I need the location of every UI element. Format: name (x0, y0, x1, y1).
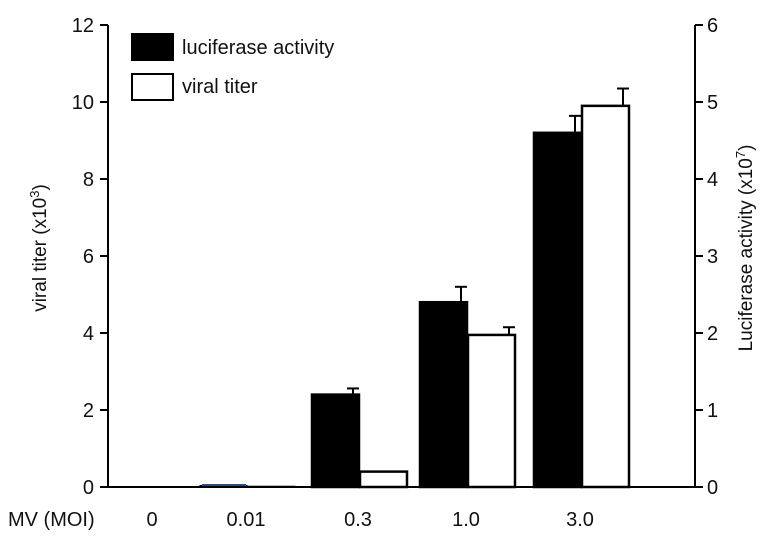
left-tick-label: 6 (83, 246, 94, 268)
left-tick-label: 12 (72, 15, 94, 37)
right-tick-label: 4 (707, 169, 718, 191)
left-tick-label: 2 (83, 400, 94, 422)
right-axis-title: Luciferase activity (x107) (733, 145, 757, 352)
bars-layer (199, 87, 631, 489)
baseline-bar-tint (202, 484, 246, 487)
viral-titer-bar (466, 333, 517, 489)
viral-titer-bar (358, 470, 409, 489)
category-label: 0.01 (227, 509, 266, 531)
luciferase-bar (532, 131, 583, 489)
left-tick-label: 8 (83, 169, 94, 191)
right-y-axis: 0 1 2 3 4 5 6 (694, 15, 718, 499)
category-label: 3.0 (566, 509, 594, 531)
right-tick-label: 6 (707, 15, 718, 37)
category-label: 1.0 (452, 509, 480, 531)
left-tick-label: 0 (83, 477, 94, 499)
x-axis-title: MV (MOI) (8, 509, 95, 531)
category-label: 0.3 (344, 509, 372, 531)
left-y-axis: 0 2 4 6 8 10 12 (72, 15, 109, 499)
x-axis: 0 0.01 0.3 1.0 3.0 (108, 486, 695, 531)
legend: luciferase activity viral titer (131, 33, 334, 101)
left-axis-title: viral titer (x103) (27, 184, 51, 312)
right-tick-label: 0 (707, 477, 718, 499)
legend-label-viral-titer: viral titer (182, 76, 258, 98)
luciferase-bar (310, 393, 361, 489)
right-tick-label: 2 (707, 323, 718, 345)
luciferase-bar (418, 300, 469, 489)
right-tick-label: 1 (707, 400, 718, 422)
legend-label-luciferase: luciferase activity (182, 37, 334, 59)
left-tick-label: 10 (72, 92, 94, 114)
legend-swatch-viral-titer (131, 73, 174, 101)
right-tick-label: 5 (707, 92, 718, 114)
left-tick-label: 4 (83, 323, 94, 345)
viral-titer-bar (580, 104, 631, 489)
legend-swatch-luciferase (131, 33, 174, 61)
right-tick-label: 3 (707, 246, 718, 268)
category-label: 0 (146, 509, 157, 531)
